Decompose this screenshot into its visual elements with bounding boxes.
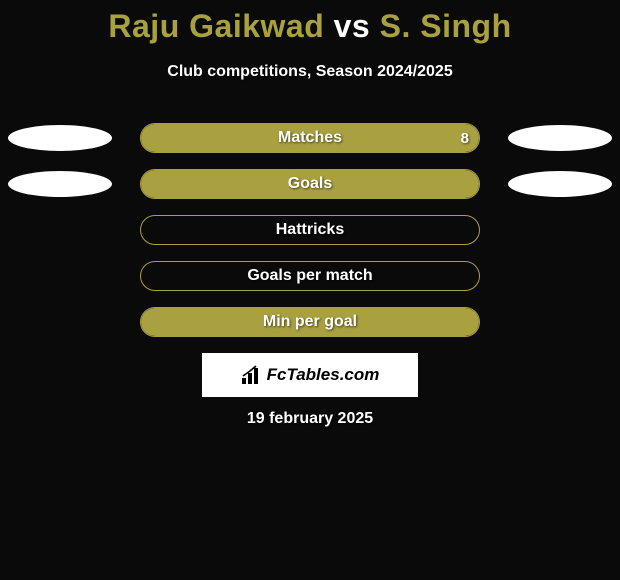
player1-ellipse [8,171,112,197]
page-title: Raju Gaikwad vs S. Singh [0,0,620,45]
stat-row: Hattricks [0,215,620,245]
stat-label: Matches [141,124,479,152]
stat-row: Goals per match [0,261,620,291]
stat-row: Min per goal [0,307,620,337]
stat-bar: Matches8 [140,123,480,153]
stat-row: Goals [0,169,620,199]
title-vs: vs [324,8,379,44]
stat-bar: Goals per match [140,261,480,291]
stat-label: Goals [141,170,479,198]
stat-label: Min per goal [141,308,479,336]
logo-box: FcTables.com [202,353,418,397]
title-player2: S. Singh [380,8,512,44]
title-player1: Raju Gaikwad [108,8,324,44]
comparison-infographic: Raju Gaikwad vs S. Singh Club competitio… [0,0,620,580]
stat-row: Matches8 [0,123,620,153]
stat-value-right: 8 [461,124,469,152]
player2-ellipse [508,171,612,197]
stat-bar: Goals [140,169,480,199]
player1-ellipse [8,125,112,151]
fctables-icon [241,365,263,385]
date-text: 19 february 2025 [0,410,620,428]
stat-label: Goals per match [141,262,479,290]
player2-ellipse [508,125,612,151]
logo-text: FcTables.com [267,365,380,385]
stat-bar: Min per goal [140,307,480,337]
subtitle: Club competitions, Season 2024/2025 [0,63,620,81]
stat-bar: Hattricks [140,215,480,245]
stat-label: Hattricks [141,216,479,244]
stat-rows: Matches8 Goals Hattricks Goals per match Min… [0,123,620,337]
